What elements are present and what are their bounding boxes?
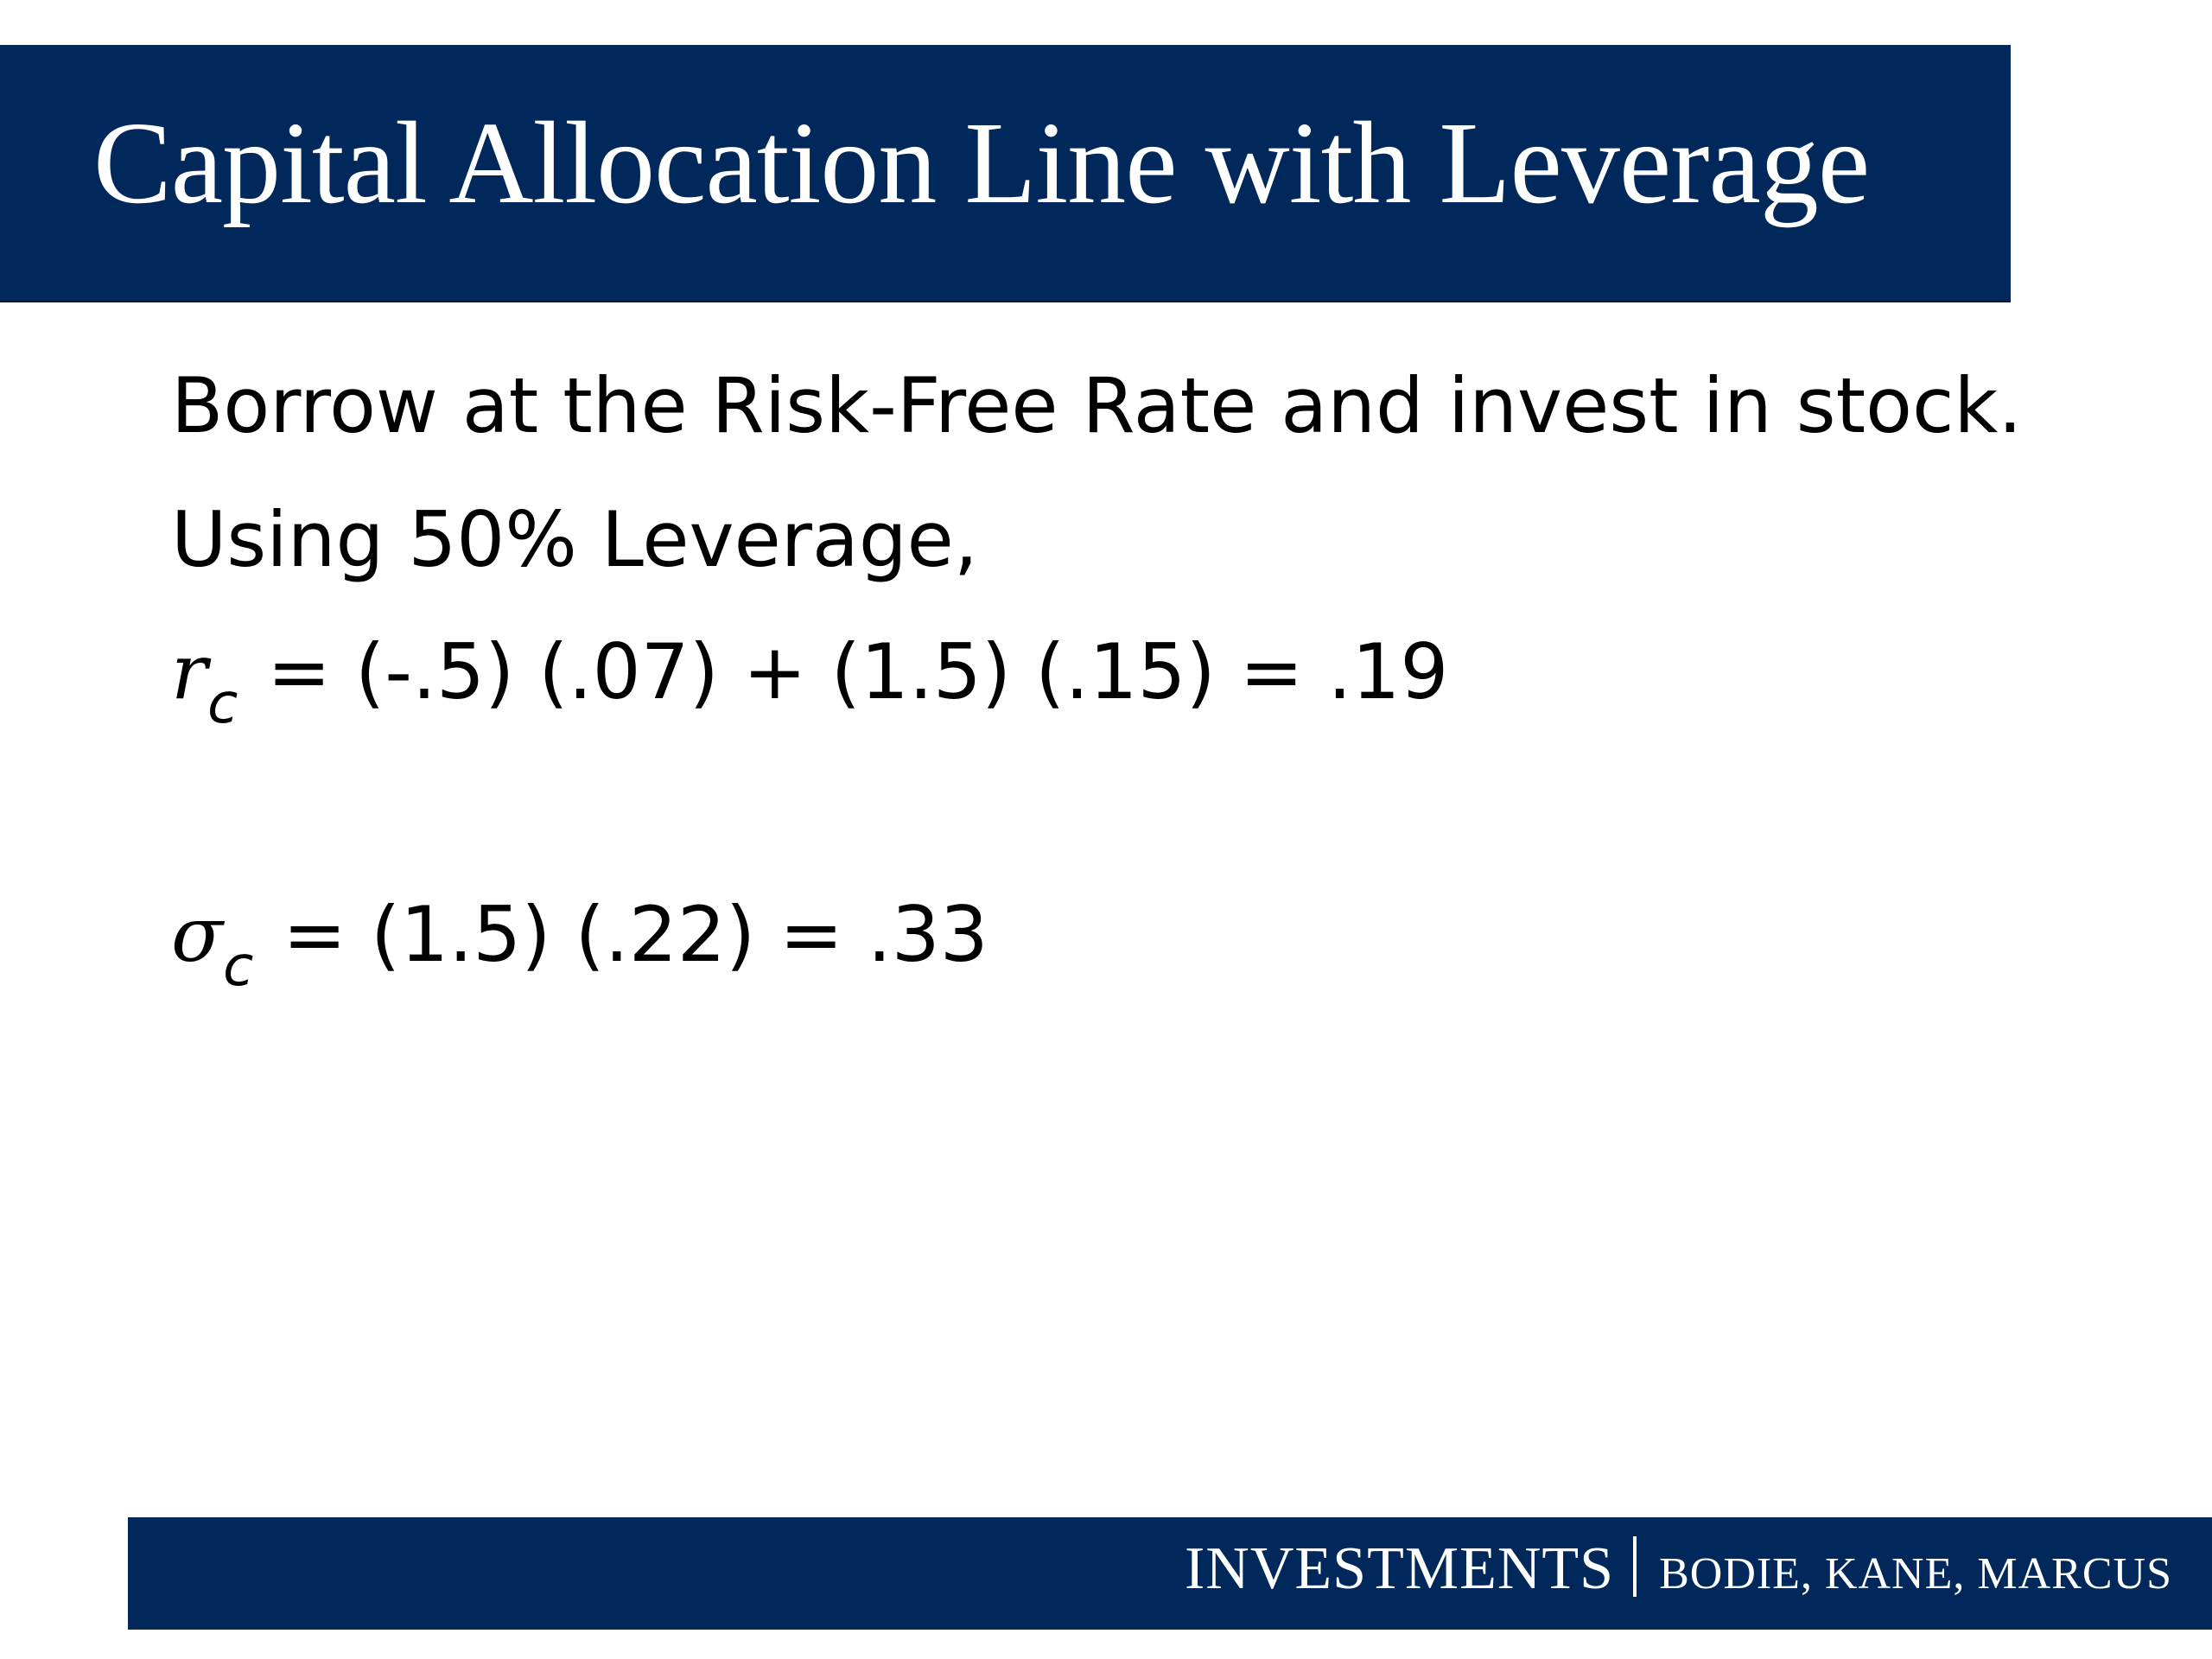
footer-divider — [1633, 1536, 1637, 1597]
footer-credits: INVESTMENTS BODIE, KANE, MARCUS — [1185, 1535, 2172, 1604]
footer-authors: BODIE, KANE, MARCUS — [1659, 1549, 2172, 1599]
body-line-leverage: Using 50% Leverage, — [171, 495, 978, 584]
footer-bar: INVESTMENTS BODIE, KANE, MARCUS — [128, 1517, 2212, 1630]
equation-return: rc = (-.5) (.07) + (1.5) (.15) = .19 — [171, 627, 1449, 737]
return-symbol: r — [171, 627, 208, 716]
sigma-symbol: σ — [171, 890, 224, 979]
return-expression: = (-.5) (.07) + (1.5) (.15) = .19 — [243, 627, 1449, 716]
equation-sigma: σc = (1.5) (.22) = .33 — [171, 890, 988, 1000]
return-subscript: c — [207, 672, 238, 736]
sigma-subscript: c — [223, 935, 254, 999]
title-bar: Capital Allocation Line with Leverage — [0, 45, 2011, 302]
body-line-borrow: Borrow at the Risk-Free Rate and invest … — [171, 361, 2023, 450]
sigma-expression: = (1.5) (.22) = .33 — [258, 890, 988, 979]
footer-book-title: INVESTMENTS — [1184, 1535, 1615, 1602]
slide-title: Capital Allocation Line with Leverage — [93, 99, 1870, 228]
